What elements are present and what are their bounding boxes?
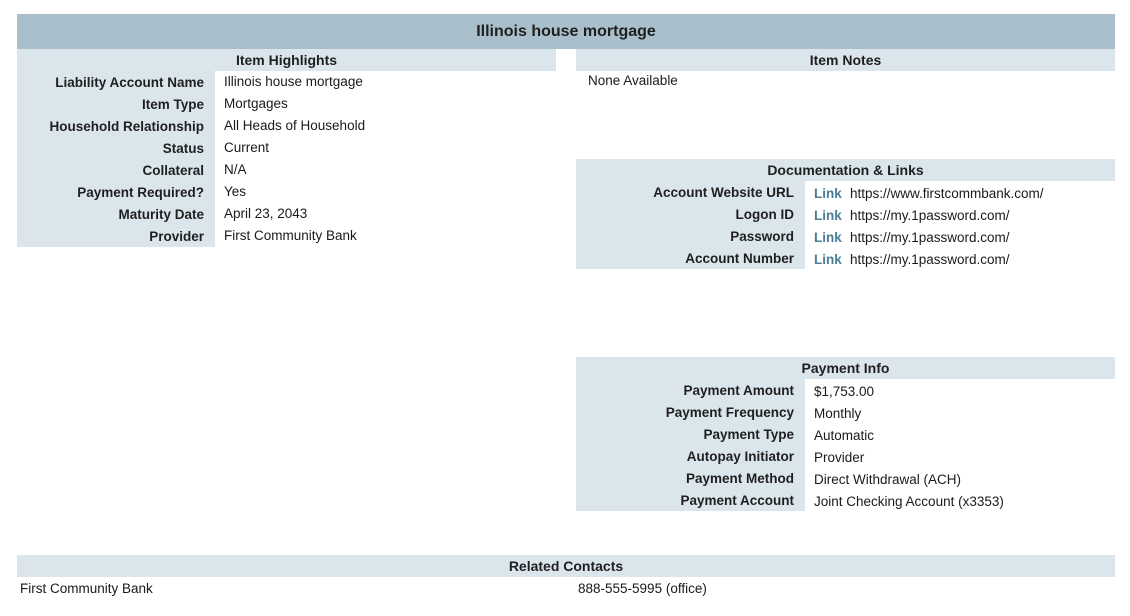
- autopay-initiator-label: Autopay Initiator: [686, 449, 794, 464]
- maturity-date-label: Maturity Date: [118, 207, 204, 222]
- payment-type-value: Automatic: [814, 428, 875, 443]
- account-website-url-link[interactable]: Link: [814, 186, 842, 201]
- account-number-link[interactable]: Link: [814, 252, 842, 267]
- item-type-label: Item Type: [141, 97, 204, 112]
- account-website-url-label: Account Website URL: [653, 185, 794, 200]
- payment-info-label-column: [576, 379, 805, 511]
- payment-info-heading: Payment Info: [576, 357, 1115, 379]
- maturity-date-value: April 23, 2043: [224, 206, 308, 221]
- liability-account-name-label: Liability Account Name: [55, 75, 204, 90]
- autopay-initiator-value: Provider: [814, 450, 865, 465]
- payment-method-label: Payment Method: [685, 471, 794, 486]
- account-website-url-value: https://www.firstcommbank.com/: [850, 186, 1044, 201]
- logon-id-value: https://my.1password.com/: [850, 208, 1010, 223]
- contact-phone: 888-555-5995 (office): [578, 581, 707, 596]
- password-link[interactable]: Link: [814, 230, 842, 245]
- item-highlights-heading: Item Highlights: [17, 49, 556, 71]
- status-label: Status: [162, 141, 204, 156]
- payment-amount-value: $1,753.00: [814, 384, 875, 399]
- payment-frequency-value: Monthly: [814, 406, 862, 421]
- household-relationship-label: Household Relationship: [49, 119, 204, 134]
- item-highlights-label-column: [17, 71, 215, 247]
- item-type-value: Mortgages: [224, 96, 288, 111]
- related-contacts-heading: Related Contacts: [17, 555, 1115, 577]
- documentation-label-column: [576, 181, 805, 269]
- documentation-links-heading: Documentation & Links: [576, 159, 1115, 181]
- account-number-label: Account Number: [685, 251, 794, 266]
- liability-account-name-value: Illinois house mortgage: [224, 74, 363, 89]
- password-label: Password: [730, 229, 794, 244]
- logon-id-link[interactable]: Link: [814, 208, 842, 223]
- item-notes-heading: Item Notes: [576, 49, 1115, 71]
- account-number-value: https://my.1password.com/: [850, 252, 1010, 267]
- payment-account-label: Payment Account: [680, 493, 794, 508]
- collateral-label: Collateral: [142, 163, 204, 178]
- provider-label: Provider: [149, 229, 204, 244]
- password-value: https://my.1password.com/: [850, 230, 1010, 245]
- payment-amount-label: Payment Amount: [683, 383, 794, 398]
- logon-id-label: Logon ID: [735, 207, 794, 222]
- provider-value: First Community Bank: [224, 228, 357, 243]
- collateral-value: N/A: [224, 162, 247, 177]
- household-relationship-value: All Heads of Household: [224, 118, 366, 133]
- payment-account-value: Joint Checking Account (x3353): [814, 494, 1004, 509]
- payment-frequency-label: Payment Frequency: [665, 405, 794, 420]
- payment-required-value: Yes: [224, 184, 247, 199]
- contact-name: First Community Bank: [20, 581, 153, 596]
- payment-type-label: Payment Type: [703, 427, 794, 442]
- status-value: Current: [224, 140, 270, 155]
- payment-method-value: Direct Withdrawal (ACH): [814, 472, 962, 487]
- item-notes-text: None Available: [588, 73, 678, 88]
- payment-required-label: Payment Required?: [77, 185, 204, 200]
- page-title: Illinois house mortgage: [17, 14, 1115, 49]
